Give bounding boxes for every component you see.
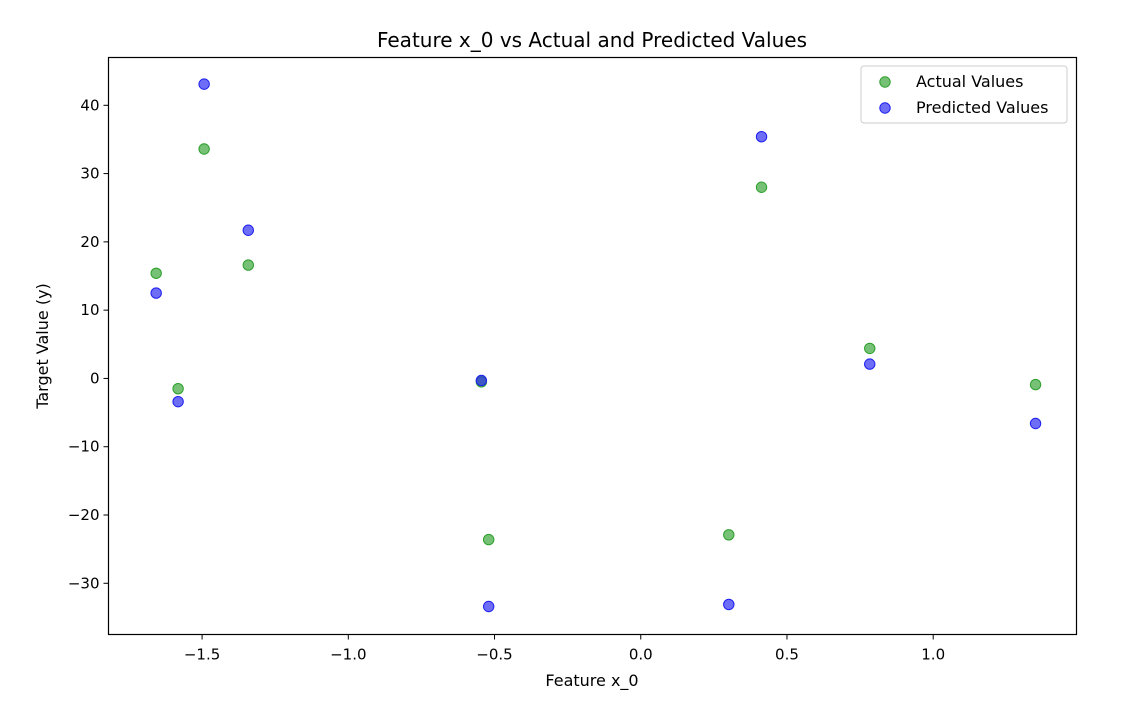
y-tick-label: 10: [80, 301, 99, 319]
data-point: [1029, 417, 1042, 430]
y-tick-label: −10: [68, 438, 100, 456]
y-tick-label: 0: [90, 369, 100, 387]
legend-label-actual: Actual Values: [916, 72, 1023, 91]
legend-label-predicted: Predicted Values: [916, 98, 1048, 117]
x-tick-label: −1.5: [184, 646, 220, 664]
chart-title: Feature x_0 vs Actual and Predicted Valu…: [377, 28, 807, 52]
plot-area-frame: [107, 56, 1078, 636]
data-point: [198, 143, 210, 155]
points-layer: [150, 78, 1042, 613]
x-tick-label: −0.5: [476, 646, 512, 664]
y-tick-label: 30: [80, 165, 99, 183]
x-axis-ticks: −1.5 −1.0 −0.5 0.0 0.5 1.0: [184, 634, 945, 664]
x-tick-label: 0.5: [775, 646, 799, 664]
series-predicted: [150, 78, 1042, 613]
data-point: [482, 600, 495, 613]
data-point: [482, 533, 495, 546]
data-point: [755, 131, 768, 143]
y-tick-label: −20: [68, 506, 100, 524]
legend-marker-predicted: [879, 102, 891, 114]
x-axis-label: Feature x_0: [545, 671, 638, 691]
x-tick-label: 0.0: [629, 646, 653, 664]
legend: Actual Values Predicted Values: [860, 65, 1068, 124]
data-point: [723, 598, 735, 611]
x-tick-label: −1.0: [330, 646, 366, 664]
data-point: [864, 342, 876, 355]
data-point: [755, 181, 768, 193]
y-axis-ticks: −30 −20 −10 0 10 20 30 40: [68, 96, 109, 592]
y-tick-label: −30: [68, 574, 100, 592]
legend-marker-actual: [879, 76, 891, 88]
x-tick-label: 1.0: [921, 646, 945, 664]
y-tick-label: 40: [80, 96, 99, 114]
data-point: [475, 374, 488, 387]
data-point: [864, 358, 876, 370]
data-point: [723, 529, 735, 541]
data-point: [172, 395, 184, 408]
data-point: [198, 78, 210, 90]
y-axis-label: Target Value (y): [33, 283, 52, 410]
legend-box: [860, 65, 1068, 124]
data-point: [172, 382, 184, 395]
data-point: [242, 259, 254, 271]
y-tick-label: 20: [80, 233, 99, 251]
data-point: [242, 224, 254, 236]
data-point: [1029, 378, 1042, 391]
data-point: [150, 287, 162, 299]
series-actual: [150, 143, 1042, 546]
data-point: [150, 267, 162, 279]
